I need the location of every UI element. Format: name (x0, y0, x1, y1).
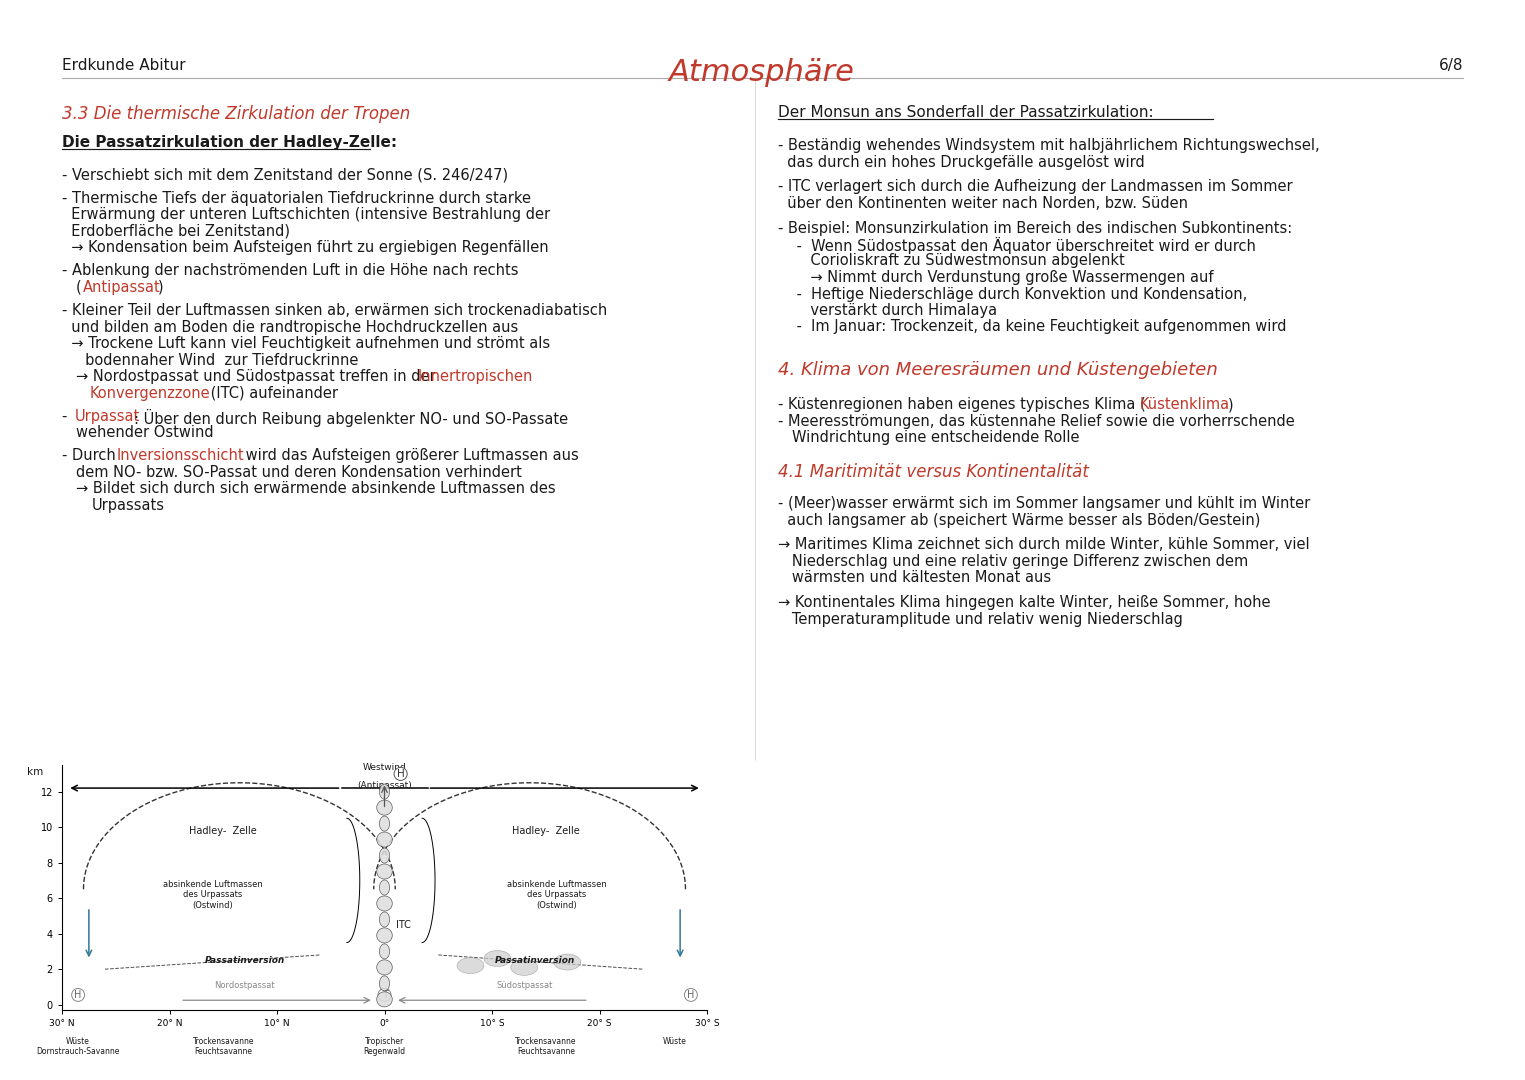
Text: das durch ein hohes Druckgefälle ausgelöst wird: das durch ein hohes Druckgefälle ausgelö… (778, 154, 1145, 170)
Text: - Meeresströmungen, das küstennahe Relief sowie die vorherrschende: - Meeresströmungen, das küstennahe Relie… (778, 414, 1295, 429)
Text: → Bildet sich durch sich erwärmende absinkende Luftmassen des: → Bildet sich durch sich erwärmende absi… (76, 482, 555, 496)
Text: Urpassats: Urpassats (92, 498, 165, 513)
Text: Küstenklima: Küstenklima (1141, 397, 1231, 413)
Text: Corioliskraft zu Südwestmonsun abgelenkt: Corioliskraft zu Südwestmonsun abgelenkt (778, 254, 1125, 269)
Text: dem NO- bzw. SO-Passat und deren Kondensation verhindert: dem NO- bzw. SO-Passat und deren Kondens… (76, 464, 522, 480)
Text: -: - (63, 408, 72, 423)
Text: Die Passatzirkulation der Hadley-Zelle:: Die Passatzirkulation der Hadley-Zelle: (63, 135, 396, 150)
Text: → Maritimes Klima zeichnet sich durch milde Winter, kühle Sommer, viel: → Maritimes Klima zeichnet sich durch mi… (778, 537, 1310, 552)
Text: (ITC) aufeinander: (ITC) aufeinander (206, 386, 339, 401)
Text: → Kontinentales Klima hingegen kalte Winter, heiße Sommer, hohe: → Kontinentales Klima hingegen kalte Win… (778, 595, 1270, 610)
Text: Erdoberfläche bei Zenitstand): Erdoberfläche bei Zenitstand) (63, 224, 290, 239)
Text: 4. Klima von Meeresräumen und Küstengebieten: 4. Klima von Meeresräumen und Küstengebi… (778, 361, 1218, 379)
Text: - Kleiner Teil der Luftmassen sinken ab, erwärmen sich trockenadiabatisch: - Kleiner Teil der Luftmassen sinken ab,… (63, 303, 607, 318)
Text: 3.3 Die thermische Zirkulation der Tropen: 3.3 Die thermische Zirkulation der Trope… (63, 105, 410, 123)
Text: Der Monsun ans Sonderfall der Passatzirkulation:: Der Monsun ans Sonderfall der Passatzirk… (778, 105, 1153, 120)
Text: - Durch: - Durch (63, 448, 120, 463)
Text: -  Im Januar: Trockenzeit, da keine Feuchtigkeit aufgenommen wird: - Im Januar: Trockenzeit, da keine Feuch… (778, 320, 1287, 335)
Text: → Kondensation beim Aufsteigen führt zu ergiebigen Regenfällen: → Kondensation beim Aufsteigen führt zu … (63, 241, 549, 255)
Text: auch langsamer ab (speichert Wärme besser als Böden/Gestein): auch langsamer ab (speichert Wärme besse… (778, 513, 1260, 527)
Text: Inversionsschicht: Inversionsschicht (117, 448, 244, 463)
Text: -  Wenn Südostpassat den Äquator überschreitet wird er durch: - Wenn Südostpassat den Äquator überschr… (778, 237, 1257, 254)
Text: wärmsten und kältesten Monat aus: wärmsten und kältesten Monat aus (778, 570, 1051, 585)
Text: Erdkunde Abitur: Erdkunde Abitur (63, 58, 186, 73)
Text: bodennaher Wind  zur Tiefdruckrinne: bodennaher Wind zur Tiefdruckrinne (63, 352, 358, 367)
Text: - Beständig wehendes Windsystem mit halbjährlichem Richtungswechsel,: - Beständig wehendes Windsystem mit halb… (778, 138, 1319, 153)
Text: Temperaturamplitude und relativ wenig Niederschlag: Temperaturamplitude und relativ wenig Ni… (778, 611, 1183, 626)
Text: (: ( (76, 280, 82, 295)
Text: - Verschiebt sich mit dem Zenitstand der Sonne (S. 246/247): - Verschiebt sich mit dem Zenitstand der… (63, 167, 508, 183)
Text: 6/8: 6/8 (1438, 58, 1462, 73)
Text: - Beispiel: Monsunzirkulation im Bereich des indischen Subkontinents:: - Beispiel: Monsunzirkulation im Bereich… (778, 220, 1292, 235)
Text: Erwärmung der unteren Luftschichten (intensive Bestrahlung der: Erwärmung der unteren Luftschichten (int… (63, 207, 551, 222)
Text: ): ) (1228, 397, 1234, 413)
Text: Antipassat: Antipassat (82, 280, 160, 295)
Text: Konvergenzzone: Konvergenzzone (90, 386, 210, 401)
Text: - (Meer)wasser erwärmt sich im Sommer langsamer und kühlt im Winter: - (Meer)wasser erwärmt sich im Sommer la… (778, 496, 1310, 511)
Text: - Thermische Tiefs der äquatorialen Tiefdruckrinne durch starke: - Thermische Tiefs der äquatorialen Tief… (63, 191, 531, 206)
Text: wird das Aufsteigen größerer Luftmassen aus: wird das Aufsteigen größerer Luftmassen … (241, 448, 580, 463)
Text: → Nordostpassat und Südostpassat treffen in der: → Nordostpassat und Südostpassat treffen… (76, 369, 441, 384)
Text: - Küstenregionen haben eigenes typisches Klima (: - Küstenregionen haben eigenes typisches… (778, 397, 1145, 413)
Text: und bilden am Boden die randtropische Hochdruckzellen aus: und bilden am Boden die randtropische Ho… (63, 320, 519, 335)
Text: - ITC verlagert sich durch die Aufheizung der Landmassen im Sommer: - ITC verlagert sich durch die Aufheizun… (778, 179, 1293, 194)
Text: ): ) (159, 280, 163, 295)
Text: → Trockene Luft kann viel Feuchtigkeit aufnehmen und strömt als: → Trockene Luft kann viel Feuchtigkeit a… (63, 336, 551, 351)
Text: 4.1 Maritimität versus Kontinentalität: 4.1 Maritimität versus Kontinentalität (778, 463, 1089, 481)
Text: : Über den durch Reibung abgelenkter NO- und SO-Passate: : Über den durch Reibung abgelenkter NO-… (134, 408, 569, 427)
Text: Windrichtung eine entscheidende Rolle: Windrichtung eine entscheidende Rolle (791, 430, 1080, 445)
Text: über den Kontinenten weiter nach Norden, bzw. Süden: über den Kontinenten weiter nach Norden,… (778, 195, 1188, 211)
Text: Innertropischen: Innertropischen (418, 369, 534, 384)
Text: - Ablenkung der nachströmenden Luft in die Höhe nach rechts: - Ablenkung der nachströmenden Luft in d… (63, 264, 519, 279)
Text: verstärkt durch Himalaya: verstärkt durch Himalaya (778, 303, 997, 318)
Text: → Nimmt durch Verdunstung große Wassermengen auf: → Nimmt durch Verdunstung große Wasserme… (778, 270, 1214, 285)
Text: wehender Ostwind: wehender Ostwind (76, 426, 214, 441)
Text: Niederschlag und eine relativ geringe Differenz zwischen dem: Niederschlag und eine relativ geringe Di… (778, 554, 1249, 569)
Text: -  Heftige Niederschläge durch Konvektion und Kondensation,: - Heftige Niederschläge durch Konvektion… (778, 286, 1247, 301)
Text: Atmosphäre: Atmosphäre (669, 58, 856, 87)
Text: Urpassat: Urpassat (75, 408, 140, 423)
